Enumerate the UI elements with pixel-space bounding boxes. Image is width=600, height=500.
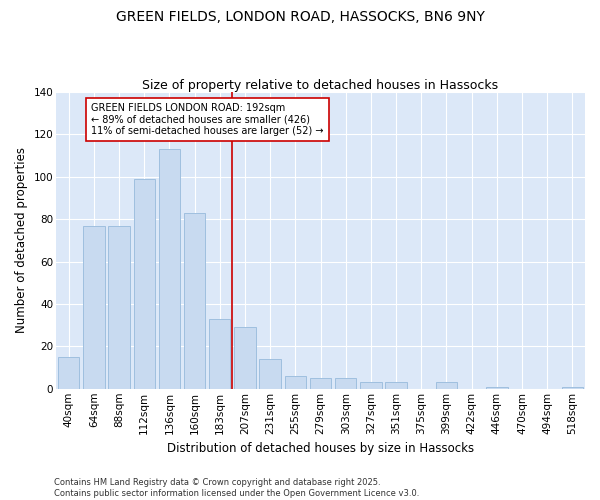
Bar: [436, 382, 457, 389]
Bar: [486, 386, 508, 389]
Bar: [234, 328, 256, 389]
Title: Size of property relative to detached houses in Hassocks: Size of property relative to detached ho…: [142, 79, 499, 92]
Bar: [335, 378, 356, 389]
Bar: [83, 226, 104, 389]
Bar: [109, 226, 130, 389]
Bar: [360, 382, 382, 389]
Text: Contains HM Land Registry data © Crown copyright and database right 2025.
Contai: Contains HM Land Registry data © Crown c…: [54, 478, 419, 498]
Bar: [310, 378, 331, 389]
Bar: [385, 382, 407, 389]
Bar: [284, 376, 306, 389]
X-axis label: Distribution of detached houses by size in Hassocks: Distribution of detached houses by size …: [167, 442, 474, 455]
Y-axis label: Number of detached properties: Number of detached properties: [15, 148, 28, 334]
Bar: [134, 179, 155, 389]
Bar: [562, 386, 583, 389]
Text: GREEN FIELDS, LONDON ROAD, HASSOCKS, BN6 9NY: GREEN FIELDS, LONDON ROAD, HASSOCKS, BN6…: [116, 10, 484, 24]
Text: GREEN FIELDS LONDON ROAD: 192sqm
← 89% of detached houses are smaller (426)
11% : GREEN FIELDS LONDON ROAD: 192sqm ← 89% o…: [91, 102, 324, 136]
Bar: [209, 319, 230, 389]
Bar: [58, 357, 79, 389]
Bar: [184, 213, 205, 389]
Bar: [259, 359, 281, 389]
Bar: [159, 149, 180, 389]
